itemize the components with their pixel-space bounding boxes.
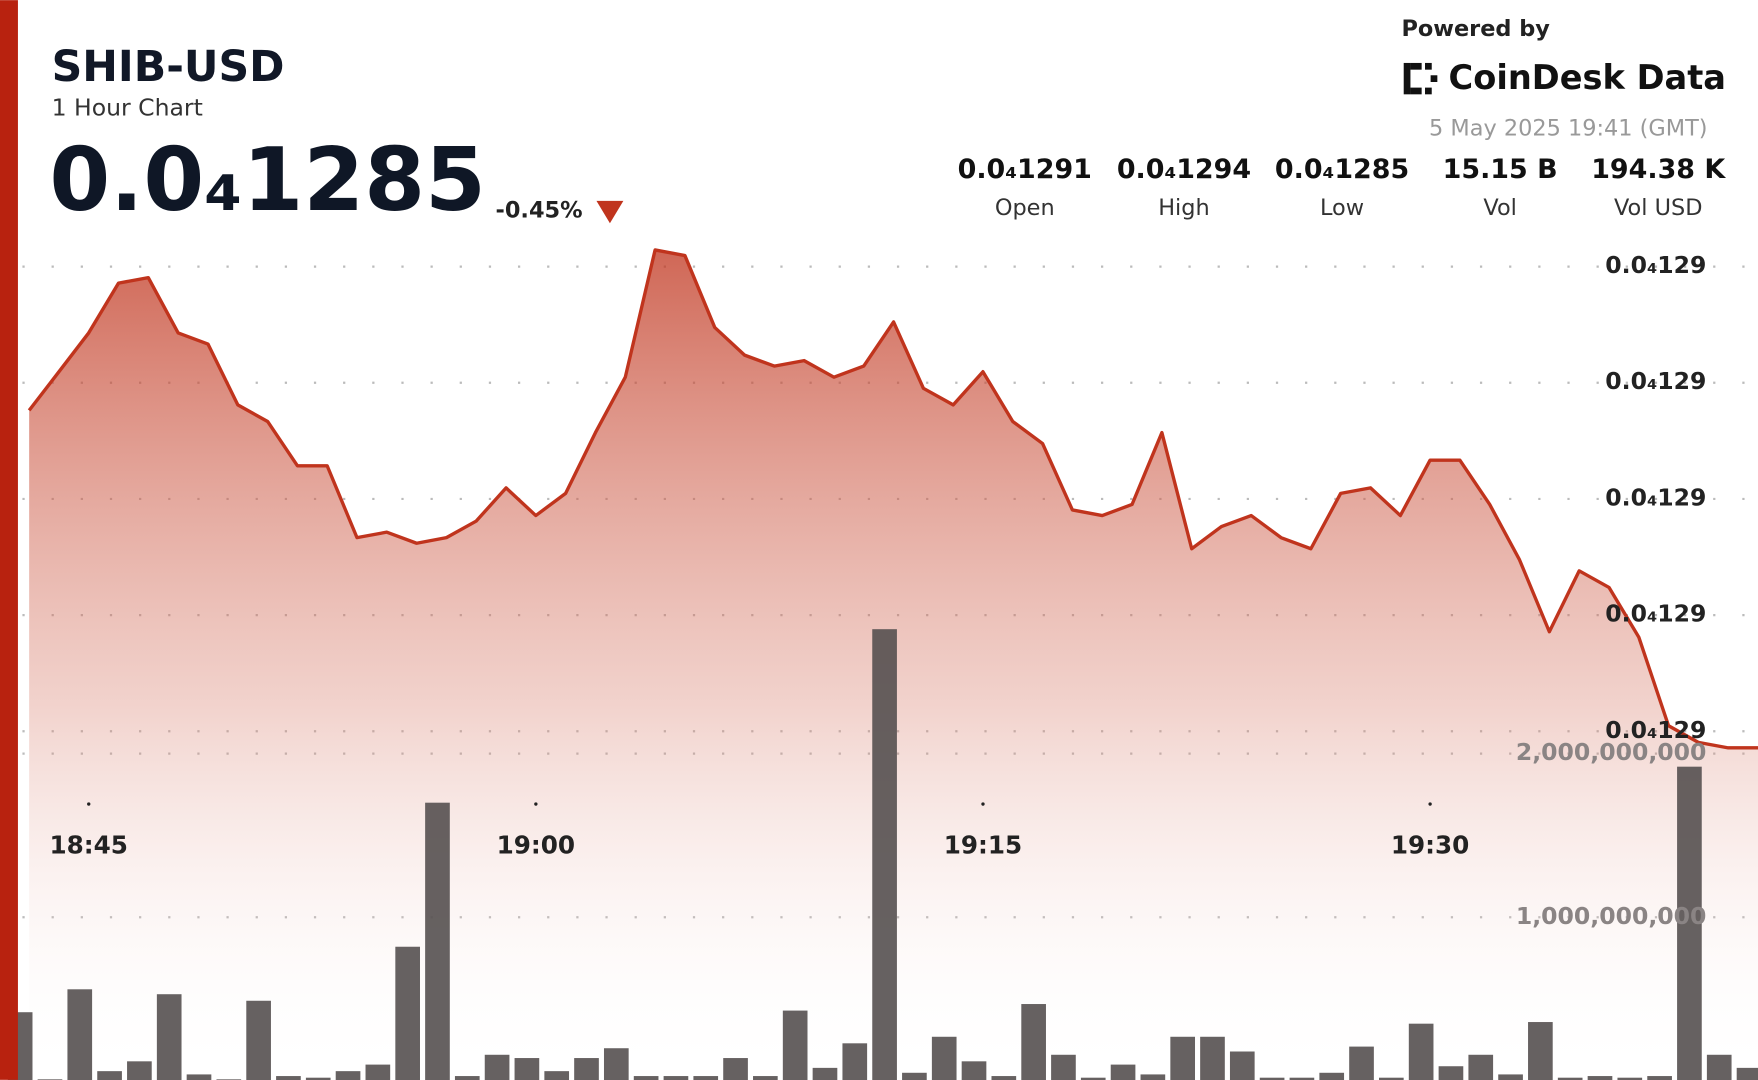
volume-bar [574, 1058, 599, 1080]
volume-bar [1110, 1064, 1136, 1080]
stat-label: Low [1320, 195, 1364, 221]
stat-value: 0.0₄1294 [1117, 154, 1251, 185]
volume-bar [782, 1010, 808, 1080]
change: -0.45% [496, 197, 583, 223]
volume-bar [753, 1076, 778, 1080]
volume-bar [812, 1067, 838, 1080]
volume-bar [1647, 1076, 1672, 1080]
volume-bar [305, 1077, 331, 1080]
y-tick-label: 0.0₄129 [1605, 367, 1706, 395]
stat-label: Vol USD [1614, 195, 1703, 221]
volume-bar [1438, 1066, 1464, 1080]
stat-value: 15.15 B [1443, 154, 1558, 185]
stat-value: 194.38 K [1591, 154, 1726, 185]
stat-label: Vol [1483, 195, 1517, 221]
stats: 0.0₄1291 Open 0.0₄1294 High 0.0₄1285 Low 15.15… [958, 154, 1727, 221]
y-tick-label: 0.0₄129 [1605, 600, 1706, 628]
stat-value: 0.0₄1291 [958, 154, 1092, 185]
volume-bar [633, 1076, 659, 1080]
volume-bar [723, 1058, 748, 1080]
volume-bar [1706, 1054, 1732, 1080]
volume-bar [484, 1054, 510, 1080]
volume-bar [395, 946, 420, 1080]
x-tick [87, 802, 91, 806]
stat-value: 0.0₄1285 [1275, 154, 1409, 185]
volume-bar [1528, 1022, 1553, 1080]
volume-bar [603, 1048, 629, 1080]
x-tick [1428, 802, 1432, 806]
volume-bar [1468, 1054, 1494, 1080]
price-line [27, 248, 1758, 750]
x-tick [534, 802, 538, 806]
volume-bar [246, 1000, 271, 1080]
timestamp: 5 May 2025 19:41 (GMT) [1429, 116, 1708, 142]
subtitle: 1 Hour Chart [52, 93, 203, 121]
volume-bar [931, 1036, 957, 1080]
volume-bar [1259, 1077, 1285, 1080]
volume-bar [97, 1071, 122, 1080]
accent-bar [0, 0, 18, 1080]
volume-bar [186, 1074, 212, 1080]
volume-bar [1617, 1077, 1643, 1080]
volume-bar [842, 1043, 868, 1080]
brand: CoinDesk Data [1449, 58, 1726, 97]
volume-bar [902, 1072, 927, 1080]
volume-bar [663, 1076, 689, 1080]
volume-bar [514, 1058, 540, 1080]
stat-label: High [1158, 195, 1210, 221]
volume-bar [1140, 1074, 1166, 1080]
brand-logo [1403, 62, 1438, 95]
price: 0.0₄1285 [49, 129, 486, 231]
volume-bar [1587, 1076, 1613, 1080]
volume-bar [1200, 1036, 1225, 1080]
x-tick-label: 19:15 [944, 831, 1022, 860]
volume-bar [1229, 1051, 1255, 1080]
volume-bar [1289, 1077, 1315, 1080]
volume-bar [693, 1076, 719, 1080]
volume-bar [991, 1076, 1017, 1080]
volume-bar [1319, 1072, 1345, 1080]
volume-bar [365, 1064, 391, 1080]
volume-bar [1498, 1074, 1523, 1080]
y-tick-label: 0.0₄129 [1605, 483, 1706, 511]
volume-bar [1408, 1023, 1434, 1080]
volume-bar [454, 1076, 480, 1080]
y2-tick-label: 2,000,000,000 [1516, 738, 1707, 766]
volume-bar [961, 1061, 987, 1080]
stat-label: Open [995, 195, 1055, 221]
volume-bar [1736, 1067, 1758, 1080]
y-tick-label: 0.0₄129 [1605, 716, 1706, 744]
volume-bar [276, 1076, 301, 1080]
volume-bar [425, 802, 450, 1080]
volume-bar [335, 1071, 361, 1080]
volume-bar [1021, 1004, 1046, 1080]
title: SHIB-USD [52, 42, 285, 92]
x-tick-label: 19:00 [497, 831, 575, 860]
volume-bar [156, 994, 182, 1080]
powered-by: Powered by [1401, 16, 1550, 42]
down-arrow [596, 200, 624, 224]
y-tick-label: 0.0₄129 [1605, 251, 1706, 279]
volume-bar [67, 989, 93, 1080]
volume-bar [1170, 1036, 1196, 1080]
y2-tick-label: 1,000,000,000 [1516, 902, 1707, 930]
volume-bar [127, 1061, 152, 1080]
volume-bar [544, 1071, 570, 1080]
volume-bar [1677, 766, 1702, 1080]
x-tick [981, 802, 985, 806]
x-tick-label: 18:45 [49, 831, 127, 860]
volume-bar [1378, 1077, 1404, 1080]
volume-bar [1080, 1077, 1106, 1080]
volume-bar [1557, 1077, 1583, 1080]
volume-bar [1051, 1054, 1076, 1080]
volume-bar [1349, 1046, 1374, 1080]
plot: 18:45 19:00 19:15 19:30 0.0₄129 0.0₄129 0.0₄12… [7, 248, 1758, 1080]
volume-bar [872, 629, 897, 1080]
x-tick-label: 19:30 [1391, 831, 1469, 860]
